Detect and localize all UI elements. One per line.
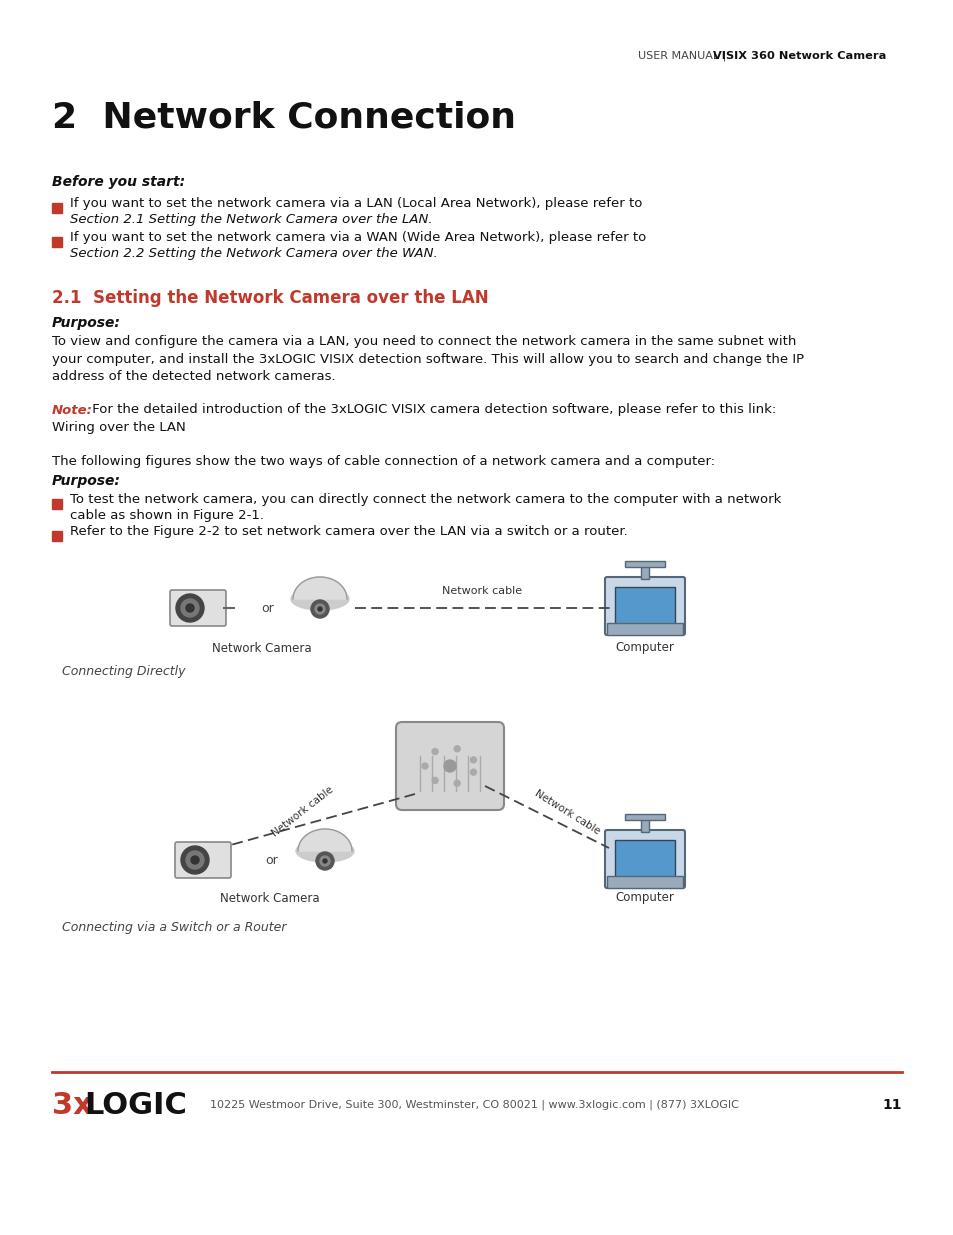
Circle shape — [314, 604, 325, 614]
Text: If you want to set the network camera via a LAN (Local Area Network), please ref: If you want to set the network camera vi… — [70, 196, 641, 210]
Circle shape — [181, 846, 209, 874]
Text: cable as shown in Figure 2-1.: cable as shown in Figure 2-1. — [70, 509, 264, 521]
Bar — [640, 818, 648, 832]
Polygon shape — [293, 577, 347, 599]
Text: 2.1  Setting the Network Camera over the LAN: 2.1 Setting the Network Camera over the … — [52, 289, 488, 308]
Circle shape — [317, 606, 322, 611]
Bar — [52, 203, 62, 212]
Circle shape — [315, 852, 334, 869]
Bar — [624, 561, 664, 567]
Text: Connecting Directly: Connecting Directly — [62, 666, 185, 678]
Bar — [52, 531, 62, 541]
Circle shape — [421, 763, 428, 769]
FancyBboxPatch shape — [174, 842, 231, 878]
Text: 11: 11 — [882, 1098, 901, 1112]
Text: 2  Network Connection: 2 Network Connection — [52, 101, 516, 135]
Text: Computer: Computer — [615, 892, 674, 904]
Circle shape — [311, 600, 329, 618]
Text: Refer to the Figure 2-2 to set network camera over the LAN via a switch or a rou: Refer to the Figure 2-2 to set network c… — [70, 525, 627, 537]
Text: Network cable: Network cable — [441, 585, 521, 597]
Text: For the detailed introduction of the 3xLOGIC VISIX camera detection software, pl: For the detailed introduction of the 3xL… — [88, 404, 776, 416]
Text: The following figures show the two ways of cable connection of a network camera : The following figures show the two ways … — [52, 456, 715, 468]
Bar — [624, 814, 664, 820]
Text: Before you start:: Before you start: — [52, 175, 185, 189]
Text: 3x: 3x — [52, 1091, 92, 1119]
Circle shape — [186, 851, 204, 869]
Ellipse shape — [295, 840, 354, 862]
Text: To view and configure the camera via a LAN, you need to connect the network came: To view and configure the camera via a L… — [52, 336, 796, 348]
Text: 10225 Westmoor Drive, Suite 300, Westminster, CO 80021 | www.3xlogic.com | (877): 10225 Westmoor Drive, Suite 300, Westmin… — [210, 1099, 739, 1110]
Text: Network Camera: Network Camera — [220, 892, 319, 904]
Text: Computer: Computer — [615, 641, 674, 655]
Circle shape — [443, 760, 456, 772]
Text: Purpose:: Purpose: — [52, 474, 121, 488]
Text: Network cable: Network cable — [270, 785, 335, 839]
Bar — [606, 876, 682, 888]
FancyBboxPatch shape — [170, 590, 226, 626]
Text: Network Camera: Network Camera — [212, 641, 312, 655]
Text: If you want to set the network camera via a WAN (Wide Area Network), please refe: If you want to set the network camera vi… — [70, 231, 645, 243]
Bar — [52, 237, 62, 247]
Text: Network cable: Network cable — [532, 788, 600, 836]
Text: To test the network camera, you can directly connect the network camera to the c: To test the network camera, you can dire… — [70, 493, 781, 505]
Text: your computer, and install the 3xLOGIC VISIX detection software. This will allow: your computer, and install the 3xLOGIC V… — [52, 352, 803, 366]
Circle shape — [186, 604, 193, 613]
FancyBboxPatch shape — [604, 830, 684, 888]
FancyBboxPatch shape — [395, 722, 503, 810]
Circle shape — [470, 757, 476, 763]
Text: Purpose:: Purpose: — [52, 316, 121, 330]
Text: Section 2.1 Setting the Network Camera over the LAN.: Section 2.1 Setting the Network Camera o… — [70, 212, 432, 226]
Circle shape — [432, 748, 437, 755]
Text: Section 2.2 Setting the Network Camera over the WAN.: Section 2.2 Setting the Network Camera o… — [70, 247, 437, 259]
Polygon shape — [297, 829, 352, 851]
Bar — [615, 840, 675, 878]
Circle shape — [175, 594, 204, 622]
Circle shape — [454, 781, 459, 787]
Circle shape — [181, 599, 199, 618]
FancyBboxPatch shape — [604, 577, 684, 635]
Circle shape — [470, 769, 476, 776]
Text: LOGIC: LOGIC — [84, 1091, 187, 1119]
Bar — [615, 587, 675, 625]
Circle shape — [191, 856, 199, 864]
Circle shape — [432, 778, 437, 783]
Text: Connecting via a Switch or a Router: Connecting via a Switch or a Router — [62, 921, 286, 935]
Text: Wiring over the LAN: Wiring over the LAN — [52, 420, 186, 433]
Bar — [640, 564, 648, 579]
Text: Note:: Note: — [52, 404, 92, 416]
Text: or: or — [265, 853, 278, 867]
Text: VISIX 360 Network Camera: VISIX 360 Network Camera — [712, 51, 885, 61]
Circle shape — [454, 746, 459, 752]
Text: address of the detected network cameras.: address of the detected network cameras. — [52, 369, 335, 383]
Ellipse shape — [291, 588, 349, 610]
Circle shape — [319, 856, 330, 866]
Text: or: or — [261, 601, 274, 615]
Bar — [52, 499, 62, 509]
Circle shape — [323, 860, 327, 863]
Bar — [606, 622, 682, 635]
Text: USER MANUAL |: USER MANUAL | — [638, 51, 729, 62]
